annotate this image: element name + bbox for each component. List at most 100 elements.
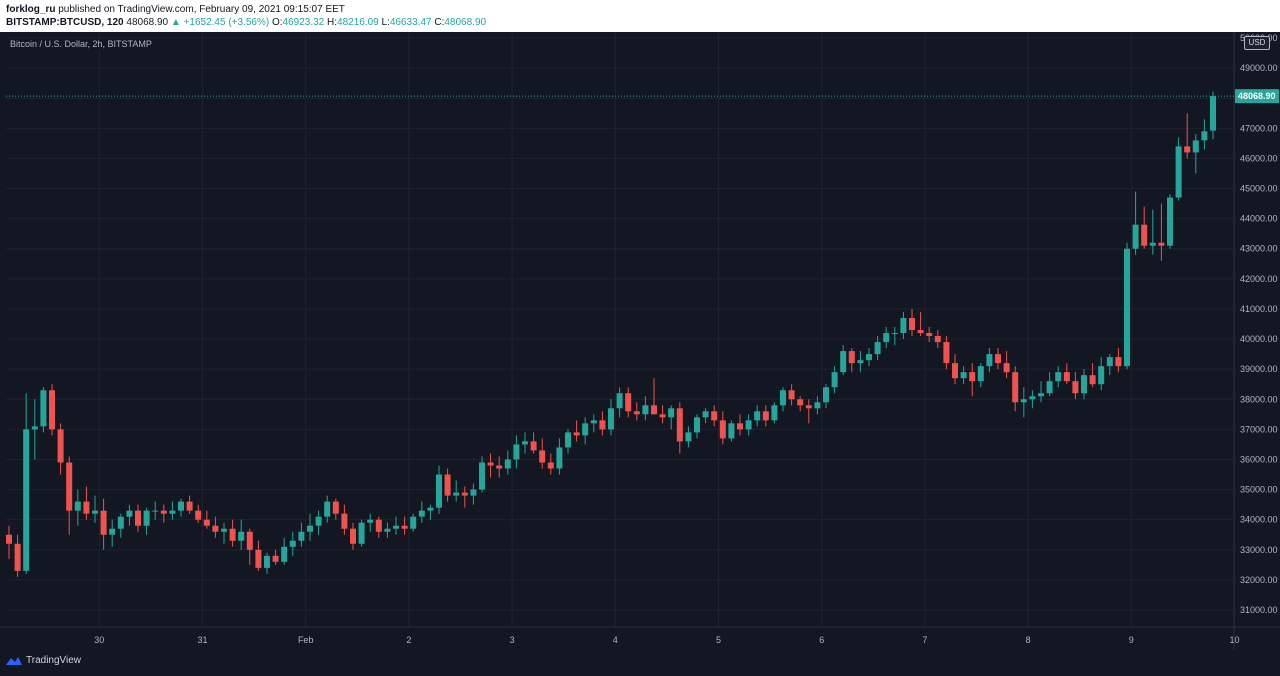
candle [590, 414, 597, 433]
candle-body [100, 510, 107, 535]
candle [986, 348, 993, 373]
candle [676, 402, 683, 454]
candle-body [539, 450, 546, 463]
candle-body [1124, 248, 1130, 367]
candle-body [642, 405, 649, 415]
candle [599, 411, 606, 436]
candle [203, 510, 210, 529]
candle [31, 399, 38, 460]
candle-body [160, 510, 167, 514]
candle-body [771, 405, 778, 421]
candle [582, 417, 589, 445]
y-tick-label: 31000.00 [1240, 605, 1278, 615]
candle [866, 348, 872, 367]
x-tick-label: 10 [1229, 635, 1239, 645]
candle [891, 327, 898, 346]
candle-body [513, 444, 520, 460]
axes: 31000.00 32000.00 33000.00 34000.00 35000.00… [0, 32, 1280, 650]
high-label: H: [327, 17, 338, 28]
candle-body [238, 531, 245, 541]
y-tick-label: 49000.00 [1240, 63, 1278, 73]
currency-badge[interactable]: USD [1244, 36, 1270, 50]
low-label: L: [381, 17, 390, 28]
candle-body [117, 516, 124, 529]
candle [737, 414, 743, 436]
candle [453, 480, 460, 502]
candle [651, 378, 657, 415]
change-value: ▲ +1652.45 (+3.56%) [170, 17, 270, 28]
candles [6, 91, 1216, 577]
y-tick-label: 42000.00 [1240, 274, 1278, 284]
candle-body [203, 519, 210, 526]
candle-body [496, 465, 503, 469]
y-tick-label: 40000.00 [1240, 334, 1278, 344]
x-tick-label: 30 [94, 635, 104, 645]
x-tick-label: 5 [716, 635, 721, 645]
candle-body [1158, 242, 1165, 246]
candle-body [281, 546, 288, 562]
candle [573, 420, 580, 442]
candle [1089, 363, 1096, 388]
candle-body [1184, 146, 1191, 153]
candle-body [1081, 375, 1087, 394]
candle [1072, 372, 1079, 400]
footer [0, 650, 1280, 676]
candle-body [126, 510, 133, 517]
candle-body [1175, 146, 1182, 198]
candle-body [1106, 357, 1113, 367]
candle-body [40, 390, 47, 427]
candle [831, 366, 838, 394]
header: forklog_ru published on TradingView.com,… [0, 0, 1280, 32]
candle-body [6, 534, 12, 544]
candle [117, 513, 124, 538]
price-chart[interactable]: 31000.00 32000.00 33000.00 34000.00 35000.00… [0, 32, 1280, 650]
candle [221, 522, 227, 544]
candle [289, 531, 296, 556]
candle-body [977, 366, 984, 382]
candle [1106, 354, 1113, 376]
candle [307, 513, 313, 541]
close-value: 48068.90 [444, 17, 487, 28]
candle [1158, 203, 1165, 261]
candle-body [461, 492, 468, 496]
candle-body [358, 522, 365, 544]
last-price-label: 48068.90 [1238, 91, 1276, 101]
candle-body [633, 411, 640, 415]
candle-body [780, 390, 786, 406]
candle [977, 363, 984, 388]
candle [1046, 372, 1053, 397]
tradingview-logo[interactable]: TradingView [6, 655, 81, 666]
open-label: O: [271, 17, 283, 28]
candle-body [384, 528, 391, 532]
candle-body [685, 432, 692, 442]
candle-body [221, 528, 227, 532]
candle [1175, 137, 1182, 201]
candle [393, 516, 399, 535]
x-tick-label: 7 [922, 635, 927, 645]
candle [1141, 206, 1148, 249]
candle-body [616, 393, 623, 409]
candle-body [1038, 393, 1044, 397]
candle [401, 516, 408, 535]
candle [14, 534, 21, 577]
candle-body [917, 330, 924, 334]
candle [900, 311, 907, 340]
candle-body [1141, 224, 1148, 246]
candle [530, 432, 537, 454]
candle-body [109, 528, 116, 535]
candle-body [599, 420, 606, 430]
candle-body [74, 501, 81, 511]
candle [857, 351, 864, 373]
last-value: 48068.90 [126, 17, 169, 28]
x-tick-label: 6 [819, 635, 824, 645]
candle [823, 384, 829, 409]
candle [565, 429, 571, 454]
x-tick-label: 31 [197, 635, 207, 645]
candle-body [186, 501, 193, 511]
author-name[interactable]: forklog_ru [6, 4, 56, 15]
candle-body [1072, 381, 1079, 394]
candle-body [66, 462, 73, 511]
candle [40, 387, 47, 433]
candle [350, 522, 356, 550]
high-value: 48216.09 [337, 17, 379, 28]
